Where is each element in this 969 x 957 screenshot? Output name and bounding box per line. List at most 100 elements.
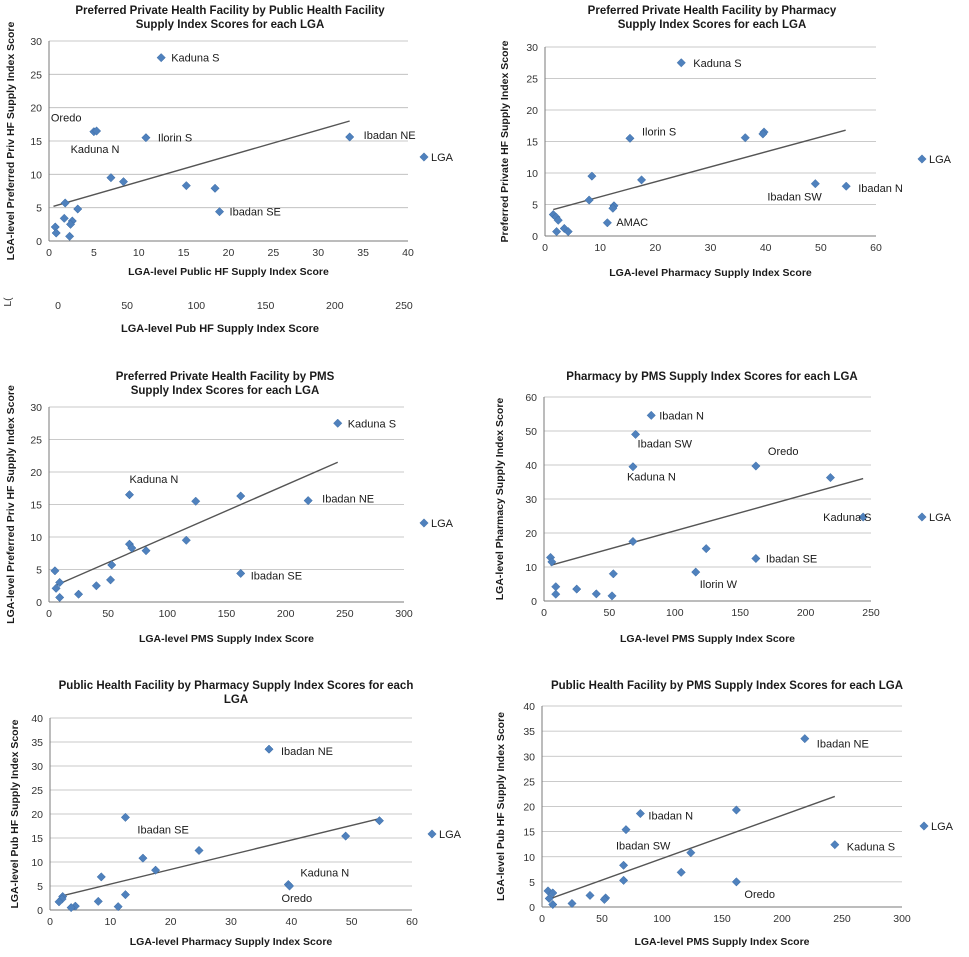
overlap-axis-clipped-text: L(: [2, 297, 14, 307]
data-point: [50, 566, 60, 576]
data-point: [548, 899, 558, 910]
data-point: [830, 840, 840, 850]
data-point: [54, 897, 64, 907]
y-tick-label: 15: [523, 827, 535, 839]
chart-title: Preferred Private Health Facility by Pha…: [588, 5, 837, 17]
data-point: [341, 831, 351, 841]
y-tick-label: 25: [523, 776, 535, 788]
point-label: Ibadan N: [659, 410, 704, 422]
y-tick-label: 0: [529, 902, 535, 914]
data-point: [628, 536, 638, 547]
overlap-axis-tick-label: 0: [55, 300, 61, 312]
x-tick-label: 25: [268, 247, 280, 259]
y-axis-label: LGA-level Pharmacy Supply Index Score: [494, 398, 506, 601]
x-tick-label: 40: [402, 247, 414, 259]
data-point: [93, 896, 103, 906]
data-point: [567, 898, 577, 909]
y-tick-label: 35: [31, 737, 43, 749]
y-tick-label: 15: [30, 136, 42, 148]
x-tick-label: 150: [731, 607, 749, 619]
point-label: Ibadan SW: [616, 841, 671, 853]
y-axis-label: Preferred Private HF Supply Index Score: [499, 40, 511, 242]
data-point: [156, 53, 166, 63]
data-point: [608, 203, 618, 213]
data-point: [113, 902, 123, 912]
legend-marker: [919, 821, 929, 831]
data-point: [124, 490, 135, 500]
y-tick-label: 0: [36, 597, 42, 609]
data-point: [599, 894, 609, 905]
scatter-chart-pms-vs-privhf: Preferred Private Health Facility by PMS…: [5, 371, 454, 645]
legend-label: LGA: [931, 821, 954, 833]
y-tick-label: 20: [523, 802, 535, 814]
data-point: [210, 183, 220, 193]
data-point: [236, 491, 246, 501]
y-tick-label: 0: [37, 905, 43, 917]
point-label: Ibadan NE: [322, 494, 374, 506]
y-tick-label: 30: [31, 761, 43, 773]
scatter-chart-pharmacy-vs-pubhf: Public Health Facility by Pharmacy Suppl…: [9, 680, 462, 948]
x-tick-label: 15: [178, 247, 190, 259]
data-point: [602, 218, 612, 228]
legend-label: LGA: [431, 152, 454, 164]
x-tick-label: 20: [165, 916, 177, 928]
point-label: AMAC: [616, 217, 648, 229]
data-point: [284, 881, 295, 891]
data-point: [96, 872, 106, 882]
data-point: [141, 133, 151, 143]
y-tick-label: 5: [532, 200, 538, 212]
y-tick-label: 5: [529, 877, 535, 889]
data-point: [333, 418, 343, 428]
point-label: Kaduna S: [171, 53, 219, 65]
x-tick-label: 200: [277, 608, 295, 620]
overlap-axis: L( 0 50 100 150 200 250 LGA-level Pub HF Supp…: [2, 297, 413, 335]
y-tick-label: 5: [36, 203, 42, 215]
point-label: Ibadan SE: [766, 554, 817, 566]
data-point: [676, 58, 686, 68]
point-label: Ibadan NE: [281, 746, 333, 758]
x-tick-label: 250: [336, 608, 354, 620]
data-point: [106, 173, 116, 183]
x-tick-label: 300: [395, 608, 413, 620]
legend-marker: [419, 518, 429, 528]
data-point: [91, 581, 101, 591]
data-point: [621, 825, 631, 835]
x-tick-label: 10: [594, 242, 606, 254]
data-point: [676, 867, 686, 877]
data-point: [584, 195, 594, 205]
x-tick-label: 0: [46, 247, 52, 259]
point-label: Kaduna N: [71, 144, 120, 156]
x-tick-label: 20: [223, 247, 235, 259]
y-tick-label: 10: [523, 852, 535, 864]
linear-trendline: [550, 477, 864, 566]
x-tick-label: 0: [47, 916, 53, 928]
data-point: [548, 888, 558, 898]
data-point: [544, 893, 554, 904]
linear-trendline: [58, 818, 379, 898]
point-label: Kaduna N: [129, 474, 178, 486]
data-point: [740, 133, 750, 143]
x-tick-label: 250: [833, 913, 851, 925]
point-label: Kaduna N: [627, 472, 676, 484]
data-point: [563, 227, 573, 237]
y-axis-label: LGA-level Pub HF Supply Index Score: [9, 719, 21, 908]
point-label: Ilorin S: [642, 126, 676, 138]
y-tick-label: 20: [30, 103, 42, 115]
data-point: [59, 213, 69, 223]
data-point: [65, 219, 76, 229]
data-point: [628, 462, 638, 472]
point-label: Ibadan N: [858, 183, 903, 195]
y-tick-label: 15: [31, 833, 43, 845]
x-tick-label: 30: [312, 247, 324, 259]
x-tick-label: 250: [862, 607, 880, 619]
data-point: [758, 129, 768, 139]
y-tick-label: 30: [30, 36, 42, 48]
data-point: [51, 583, 61, 593]
data-point: [731, 877, 741, 887]
point-label: Kaduna N: [300, 868, 349, 880]
point-label: Ibadan SE: [251, 570, 302, 582]
data-point: [92, 126, 102, 136]
legend-label: LGA: [929, 154, 952, 166]
chart-title: Public Health Facility by PMS Supply Ind…: [551, 680, 903, 692]
y-tick-label: 20: [30, 467, 42, 479]
